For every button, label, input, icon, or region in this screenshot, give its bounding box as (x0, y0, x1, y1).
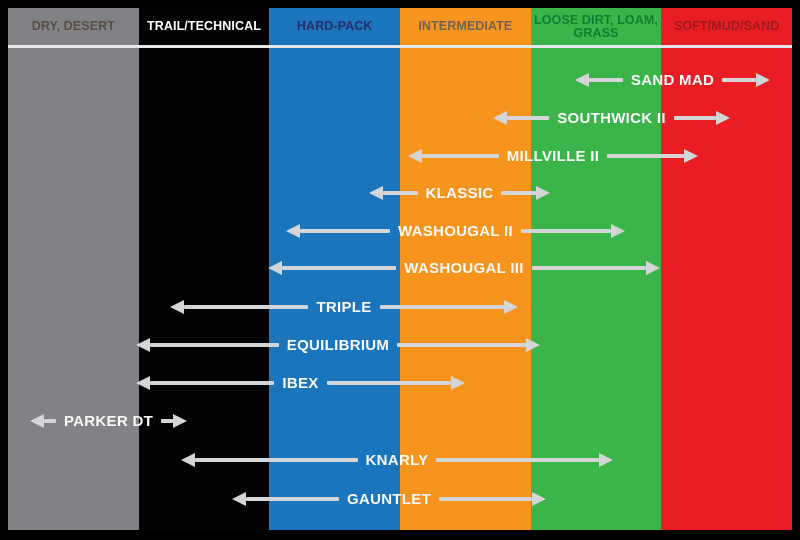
arrow-right-icon (607, 149, 698, 163)
tire-name-label: PARKER DT (63, 412, 154, 430)
tire-row-triple: TRIPLE (169, 295, 519, 319)
terrain-column-label: LOOSE DIRT, LOAM, GRASS (534, 12, 658, 40)
arrow-right-icon (521, 224, 625, 238)
tire-row-southwick-ii: SOUTHWICK II (492, 106, 731, 130)
terrain-column-label: HARD-PACK (296, 19, 373, 34)
arrow-left-icon (30, 414, 56, 428)
tire-name-label: WASHOUGAL III (404, 259, 524, 277)
arrow-right-icon (673, 111, 731, 125)
tire-name-label: WASHOUGAL II (398, 222, 513, 240)
tire-name-label: MILLVILLE II (506, 147, 600, 165)
tire-name-label: KNARLY (365, 451, 429, 469)
terrain-column-trail-technical: TRAIL/TECHNICAL (138, 8, 270, 530)
terrain-column-label: DRY, DESERT (31, 19, 115, 34)
arrow-left-icon (286, 224, 390, 238)
tire-row-ibex: IBEX (135, 371, 466, 395)
tire-row-knarly: KNARLY (181, 448, 613, 472)
arrow-right-icon (397, 338, 540, 352)
terrain-column-label: SOFT/MUD/SAND (673, 19, 780, 34)
terrain-column-soft-mud-sand: SOFT/MUD/SAND (661, 8, 793, 530)
tire-row-parker-dt: PARKER DT (30, 409, 187, 433)
tire-row-millville-ii: MILLVILLE II (408, 144, 698, 168)
arrow-left-icon (369, 186, 418, 200)
arrow-left-icon (136, 338, 279, 352)
tire-name-label: SAND MAD (630, 71, 715, 89)
arrow-right-icon (161, 414, 187, 428)
arrow-right-icon (436, 453, 613, 467)
arrow-left-icon (575, 73, 623, 87)
terrain-column-label: INTERMEDIATE (418, 19, 513, 34)
tire-row-equilibrium: EQUILIBRIUM (136, 333, 540, 357)
arrow-right-icon (439, 492, 546, 506)
tire-row-washougal-ii: WASHOUGAL II (286, 219, 625, 243)
tire-row-gauntlet: GAUNTLET (232, 487, 546, 511)
arrow-left-icon (169, 300, 309, 314)
tire-row-sand-mad: SAND MAD (575, 68, 770, 92)
terrain-column-label: TRAIL/TECHNICAL (147, 19, 261, 34)
tire-name-label: SOUTHWICK II (557, 109, 666, 127)
arrow-left-icon (408, 149, 499, 163)
arrow-left-icon (232, 492, 339, 506)
arrow-right-icon (501, 186, 550, 200)
arrow-right-icon (531, 261, 661, 275)
tire-name-label: EQUILIBRIUM (286, 336, 390, 354)
arrow-left-icon (135, 376, 275, 390)
arrow-right-icon (722, 73, 770, 87)
terrain-column-dry-desert: DRY, DESERT (8, 8, 139, 530)
tire-name-label: TRIPLE (316, 298, 372, 316)
arrow-left-icon (267, 261, 397, 275)
tire-name-label: KLASSIC (425, 184, 494, 202)
arrow-right-icon (379, 300, 519, 314)
tire-name-label: IBEX (282, 374, 319, 392)
arrow-right-icon (326, 376, 466, 390)
tire-row-klassic: KLASSIC (369, 181, 550, 205)
tire-name-label: GAUNTLET (346, 490, 432, 508)
arrow-left-icon (181, 453, 358, 467)
header-separator (8, 45, 792, 48)
tire-row-washougal-iii: WASHOUGAL III (267, 256, 661, 280)
arrow-left-icon (492, 111, 550, 125)
terrain-column-intermediate: INTERMEDIATE (400, 8, 531, 530)
